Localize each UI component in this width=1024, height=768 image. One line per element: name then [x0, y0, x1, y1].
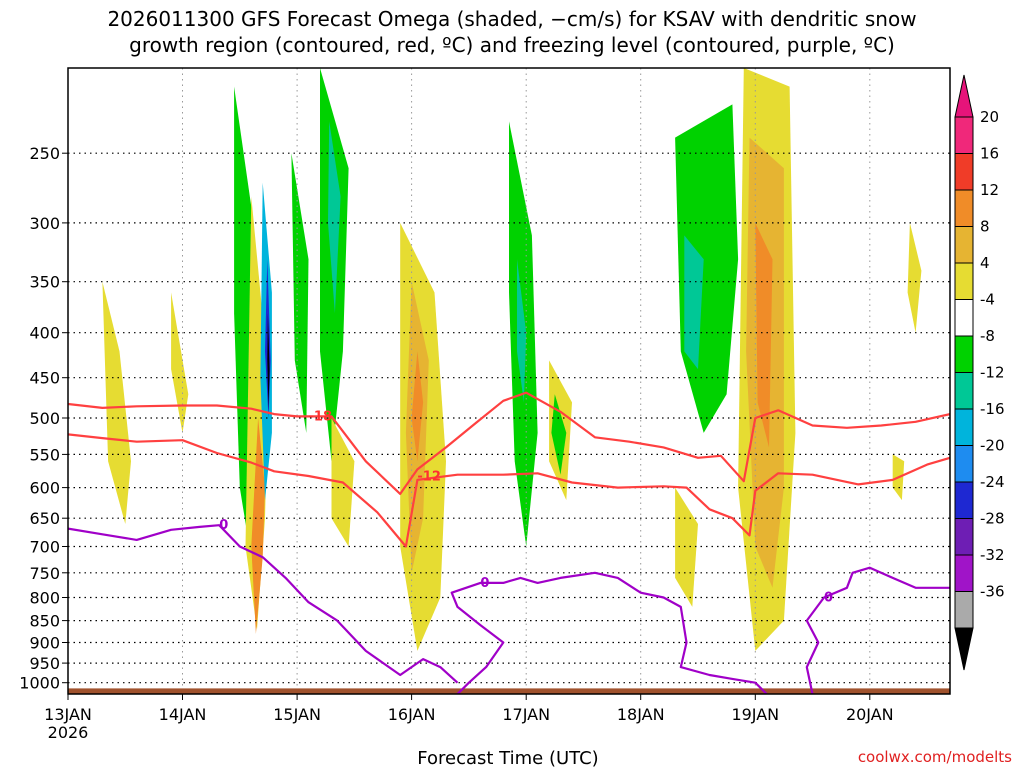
credit-text[interactable]: coolwx.com/modelts: [858, 748, 1012, 766]
x-tick-label-13JAN: 13JAN: [44, 705, 92, 724]
y-tick-label-400: 400: [29, 324, 60, 343]
colorbar-swatch-12: [954, 554, 974, 592]
y-tick-label-500: 500: [29, 409, 60, 428]
contour-line-0: [68, 391, 950, 495]
contour-line-3: [450, 571, 768, 694]
contour-line-4: [805, 566, 950, 694]
chart-title-line-1: 2026011300 GFS Forecast Omega (shaded, −…: [107, 7, 916, 31]
colorbar-swatch-11: [954, 518, 974, 556]
colorbar-label-5: -4: [980, 291, 995, 309]
omega-shaded-region-25: [907, 222, 922, 333]
x-tick-sublabel: 2026: [48, 723, 89, 742]
colorbar-swatch-1: [954, 153, 974, 191]
colorbar-label-6: -8: [980, 327, 995, 345]
x-tick-label-17JAN: 17JAN: [502, 705, 550, 724]
omega-shaded-region-9: [328, 121, 341, 314]
omega-shaded-region-23: [755, 222, 773, 448]
omega-shaded-region-24: [675, 487, 698, 607]
x-tick-label-20JAN: 20JAN: [846, 705, 894, 724]
colorbar-swatch-7: [954, 372, 974, 410]
y-tick-label-700: 700: [29, 538, 60, 557]
contour-label-3: 0: [480, 576, 489, 591]
omega-shaded-region-10: [291, 153, 309, 433]
plot-frame: [67, 67, 951, 695]
omega-shading-layer: [102, 68, 922, 651]
y-tick-label-250: 250: [29, 144, 60, 163]
contour-label-2: 0: [219, 518, 228, 533]
colorbar-swatch-5: [954, 299, 974, 337]
omega-shaded-region-18: [551, 394, 567, 475]
colorbar-label-7: -12: [980, 364, 1005, 382]
contour-layer: -18 -12 0 0 0: [68, 391, 950, 694]
y-tick-label-800: 800: [29, 589, 60, 608]
contour-line-2: [68, 524, 459, 684]
colorbar-swatch-9: [954, 445, 974, 483]
ground-surface: [68, 688, 950, 694]
y-tick-label-850: 850: [29, 612, 60, 631]
x-axis-label: Forecast Time (UTC): [417, 748, 598, 768]
chart-title-line-2: growth region (contoured, red, ºC) and f…: [129, 33, 895, 57]
y-tick-label-900: 900: [29, 634, 60, 653]
y-tick-label-300: 300: [29, 214, 60, 233]
colorbar-top-arrow: [954, 74, 974, 118]
omega-shaded-region-1: [171, 292, 189, 433]
omega-shaded-region-14: [411, 351, 424, 462]
y-axis-ticks: 250 300 350 400 450 500 550 600 650 700 750 800 850 9…: [19, 144, 68, 693]
x-tick-label-18JAN: 18JAN: [617, 705, 665, 724]
y-tick-label-350: 350: [29, 273, 60, 292]
colorbar-label-9: -20: [980, 437, 1005, 455]
omega-shaded-region-0: [102, 281, 131, 524]
colorbar: 20 16 12 8 4 -4 -8 -12 -16 -20 -24 -28 -32 -36: [954, 74, 1005, 671]
y-tick-label-750: 750: [29, 564, 60, 583]
y-tick-label-450: 450: [29, 369, 60, 388]
colorbar-label-12: -32: [980, 546, 1005, 564]
contour-line-1: [68, 433, 950, 548]
contour-label-0: -18: [309, 409, 333, 424]
omega-shaded-region-16: [517, 259, 527, 403]
x-tick-label-15JAN: 15JAN: [273, 705, 321, 724]
gridlines: [68, 68, 950, 694]
colorbar-swatch-3: [954, 226, 974, 264]
omega-shaded-region-7: [267, 313, 270, 411]
colorbar-bottom-arrow: [954, 627, 974, 671]
x-tick-label-19JAN: 19JAN: [731, 705, 779, 724]
y-tick-label-950: 950: [29, 654, 60, 673]
colorbar-swatch-10: [954, 481, 974, 519]
colorbar-label-0: 20: [980, 108, 999, 126]
y-tick-label-550: 550: [29, 445, 60, 464]
colorbar-label-1: 16: [980, 145, 999, 163]
y-tick-label-650: 650: [29, 509, 60, 528]
x-tick-label-16JAN: 16JAN: [388, 705, 436, 724]
colorbar-swatch-13: [954, 591, 974, 629]
y-tick-label-1000: 1000: [19, 674, 60, 693]
colorbar-label-3: 8: [980, 218, 990, 236]
y-tick-label-600: 600: [29, 479, 60, 498]
colorbar-label-2: 12: [980, 181, 999, 199]
ground-layer: [68, 688, 950, 694]
x-tick-label-14JAN: 14JAN: [159, 705, 207, 724]
colorbar-swatch-6: [954, 335, 974, 373]
omega-shaded-region-20: [684, 235, 704, 370]
colorbar-label-13: -36: [980, 583, 1005, 601]
colorbar-swatch-4: [954, 262, 974, 300]
colorbar-swatch-8: [954, 408, 974, 446]
colorbar-swatch-2: [954, 189, 974, 227]
contour-label-4: 0: [824, 591, 833, 606]
colorbar-label-10: -24: [980, 473, 1005, 491]
contour-label-1: -12: [417, 470, 441, 485]
colorbar-label-11: -28: [980, 510, 1005, 528]
colorbar-swatch-0: [954, 116, 974, 154]
colorbar-label-4: 4: [980, 254, 990, 272]
colorbar-label-8: -16: [980, 400, 1005, 418]
omega-shaded-region-4: [251, 418, 265, 634]
